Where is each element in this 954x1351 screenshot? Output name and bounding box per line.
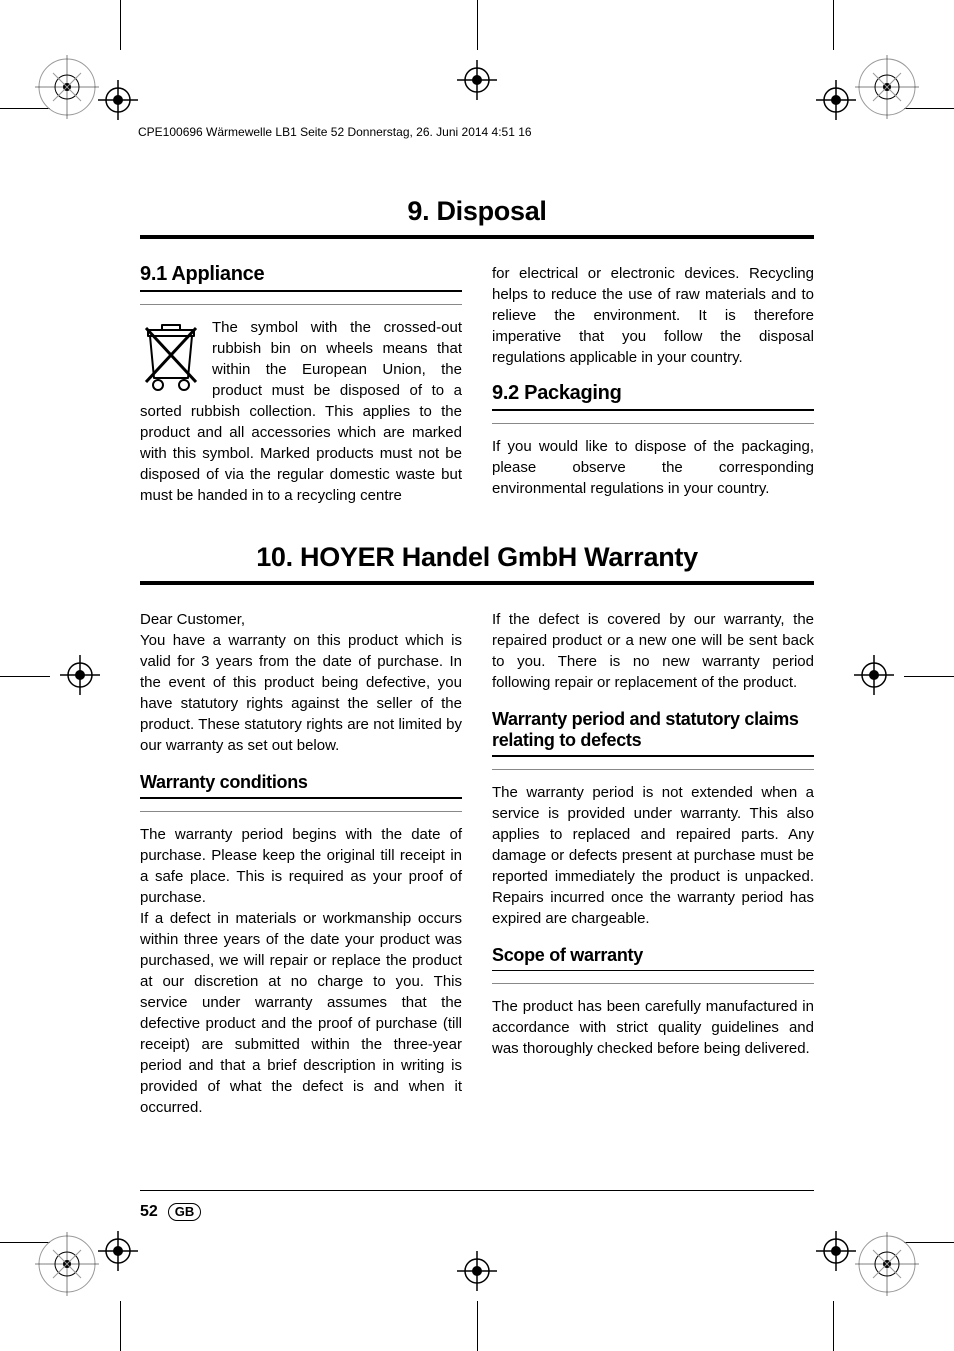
sub-rule [140,797,462,799]
page-root: CPE100696 Wärmewelle LB1 Seite 52 Donner… [0,0,954,1351]
crop-mark [833,1301,834,1351]
target-mark-icon [457,60,497,100]
crop-mark [904,676,954,677]
columns-ch10: Dear Customer, You have a warranty on th… [140,609,814,1118]
crop-mark [120,0,121,50]
target-mark-icon [457,1251,497,1291]
chapter-title: 9. Disposal [140,196,814,227]
target-mark-icon [98,1231,138,1271]
section-rule [492,409,814,411]
conditions-p1: The warranty period begins with the date… [140,824,462,908]
intro-10: You have a warranty on this product whic… [140,630,462,756]
body-9-2: If you would like to dispose of the pack… [492,436,814,499]
section-9-1-title: 9.1 Appliance [140,263,462,286]
dear-customer: Dear Customer, [140,609,462,630]
columns-ch9: 9.1 Appliance [140,263,814,506]
crop-mark [120,1301,121,1351]
footer-rule [140,1190,814,1191]
sub-rule-dotted [492,769,814,770]
sub-scope-title: Scope of warranty [492,945,814,966]
crop-mark [477,1301,478,1351]
target-mark-icon [60,655,100,695]
section-rule-dotted [140,304,462,305]
chapter-9: 9. Disposal 9.1 Appliance [140,196,814,506]
crop-mark [0,676,50,677]
chapter-rule [140,581,814,585]
section-rule-dotted [492,423,814,424]
weee-bin-icon [140,320,202,394]
sub-rule [492,755,814,757]
content-area: 9. Disposal 9.1 Appliance [140,196,814,1118]
footer: 52 GB [140,1203,201,1221]
crop-mark [833,0,834,50]
sub-rule-dotted [140,811,462,812]
page-number: 52 [140,1203,158,1221]
body-9-1: The symbol with the crossed-out rubbish … [140,317,462,506]
col-right: If the defect is covered by our warranty… [492,609,814,1118]
chapter-10: 10. HOYER Handel GmbH Warranty Dear Cust… [140,542,814,1118]
registration-mark-icon [35,55,99,119]
chapter-rule [140,235,814,239]
section-9-2-title: 9.2 Packaging [492,382,814,405]
target-mark-icon [98,80,138,120]
section-rule [140,290,462,292]
crop-mark [477,0,478,50]
chapter-title: 10. HOYER Handel GmbH Warranty [140,542,814,573]
col-right: for electrical or electronic devices. Re… [492,263,814,506]
target-mark-icon [816,80,856,120]
target-mark-icon [854,655,894,695]
col-left: Dear Customer, You have a warranty on th… [140,609,462,1118]
sub-rule [492,970,814,972]
sub-conditions-title: Warranty conditions [140,772,462,793]
scope-body: The product has been carefully manufactu… [492,996,814,1059]
body-9-1-cont: for electrical or electronic devices. Re… [492,263,814,368]
registration-mark-icon [35,1232,99,1296]
region-badge: GB [168,1203,202,1221]
registration-mark-icon [855,1232,919,1296]
period-body: The warranty period is not extended when… [492,782,814,929]
sub-rule-dotted [492,983,814,984]
col-left: 9.1 Appliance [140,263,462,506]
running-header: CPE100696 Wärmewelle LB1 Seite 52 Donner… [138,125,532,139]
conditions-p2: If a defect in materials or workmanship … [140,908,462,1118]
sub-period-title: Warranty period and statutory claims rel… [492,709,814,751]
registration-mark-icon [855,55,919,119]
right-top-10: If the defect is covered by our warranty… [492,609,814,693]
target-mark-icon [816,1231,856,1271]
